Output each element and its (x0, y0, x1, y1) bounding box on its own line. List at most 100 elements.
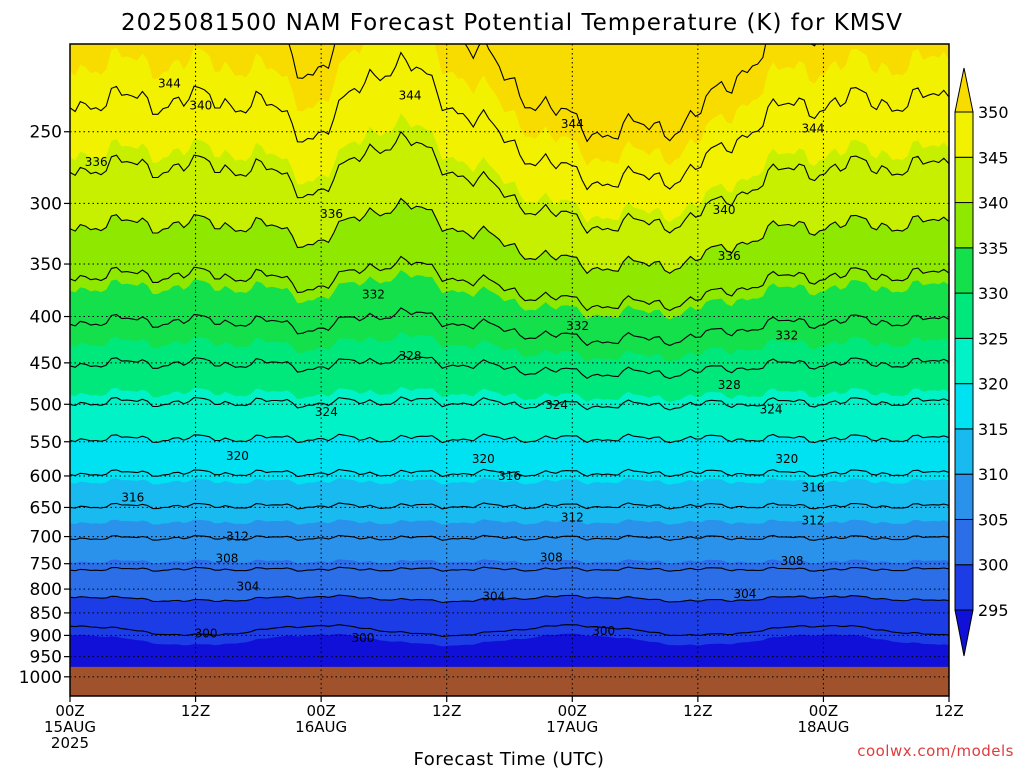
colorbar-box-345 (954, 111, 974, 158)
contour-332 (70, 307, 949, 347)
contour-label-336: 336 (85, 155, 108, 169)
x-tick-label-48-0: 00Z (558, 702, 587, 720)
y-axis: 2503003504004505005506006507007508008509… (19, 123, 70, 688)
x-tick-label-24-0: 00Z (306, 702, 335, 720)
colorbar-label-345: 345 (978, 148, 1009, 167)
colorbar-box-300 (954, 518, 974, 566)
contour-312 (70, 502, 949, 510)
theta-contour-layer (70, 44, 949, 638)
colorbar-box-325 (954, 292, 974, 339)
contour-label-308: 308 (540, 550, 563, 564)
contour-label-332: 332 (775, 329, 798, 343)
contour-label-300: 300 (592, 624, 615, 638)
x-tick-label-48-1: 17AUG (546, 718, 598, 736)
terrain-ground (70, 666, 949, 696)
colorbar-label-340: 340 (978, 194, 1009, 213)
y-tick-label-950: 950 (30, 648, 62, 668)
colorbar-label-305: 305 (978, 510, 1009, 529)
colorbar-label-315: 315 (978, 420, 1009, 439)
colorbar-box-305 (954, 473, 974, 520)
x-tick-label-24-1: 16AUG (295, 718, 347, 736)
y-tick-label-300: 300 (30, 194, 62, 214)
x-tick-label-36-0: 12Z (432, 702, 461, 720)
contour-344 (70, 130, 949, 234)
contour-label-308: 308 (216, 551, 239, 565)
x-tick-label-84-0: 12Z (934, 702, 963, 720)
contour-320 (70, 433, 949, 444)
y-tick-label-900: 900 (30, 626, 62, 646)
contour-348 (70, 51, 949, 191)
contour-label-320: 320 (226, 449, 249, 463)
y-tick-label-700: 700 (30, 528, 62, 548)
contour-336 (70, 255, 949, 312)
contour-340 (70, 197, 949, 275)
fill-band-above-350 (70, 44, 949, 166)
contour-label-320: 320 (775, 452, 798, 466)
contour-label-324: 324 (760, 403, 783, 417)
y-tick-label-450: 450 (30, 354, 62, 374)
colorbar-extend-top (954, 67, 974, 113)
x-tick-label-72-1: 18AUG (797, 718, 849, 736)
contour-label-316: 316 (121, 491, 144, 505)
contour-label-344: 344 (802, 122, 825, 136)
contour-label-304: 304 (482, 589, 505, 603)
x-tick-label-72-0: 00Z (809, 702, 838, 720)
y-tick-label-650: 650 (30, 498, 62, 518)
contour-label-328: 328 (399, 349, 422, 363)
theta-fill-layer (70, 44, 949, 696)
colorbar-box-295 (954, 564, 974, 611)
x-tick-label-0-0: 00Z (55, 702, 84, 720)
y-tick-label-550: 550 (30, 433, 62, 453)
colorbar-box-340 (954, 156, 974, 204)
contour-label-324: 324 (545, 398, 568, 412)
y-tick-label-400: 400 (30, 308, 62, 328)
contour-296 (70, 624, 949, 638)
contour-label-312: 312 (561, 511, 584, 525)
y-tick-label-350: 350 (30, 255, 62, 275)
contour-324 (70, 396, 949, 411)
contour-308 (70, 534, 949, 541)
x-tick-label-12-0: 12Z (181, 702, 210, 720)
colorbar-label-300: 300 (978, 556, 1009, 575)
y-tick-label-500: 500 (30, 395, 62, 415)
colorbar-box-335 (954, 202, 974, 249)
contour-label-316: 316 (498, 469, 521, 483)
colorbar-label-310: 310 (978, 465, 1009, 484)
colorbar-box-315 (954, 383, 974, 430)
x-tick-label-0-1: 15AUG (44, 718, 96, 736)
contour-label-340: 340 (189, 99, 212, 113)
colorbar-label-295: 295 (978, 601, 1009, 620)
contour-label-320: 320 (472, 452, 495, 466)
colorbar-label-335: 335 (978, 239, 1009, 258)
y-tick-label-800: 800 (30, 580, 62, 600)
contour-label-300: 300 (352, 631, 375, 645)
colorbar-label-330: 330 (978, 284, 1009, 303)
contour-label-312: 312 (226, 530, 249, 544)
contour-label-344: 344 (561, 117, 584, 131)
contour-label-328: 328 (718, 378, 741, 392)
contour-label-324: 324 (315, 405, 338, 419)
x-tick-label-0-2: 2025 (51, 734, 89, 752)
x-axis-label: Forecast Time (UTC) (414, 749, 605, 768)
contour-label-344: 344 (399, 89, 422, 103)
source-credit: coolwx.com/models (857, 742, 1014, 760)
contour-316 (70, 468, 949, 478)
x-tick-label-60-0: 12Z (683, 702, 712, 720)
contour-label-340: 340 (713, 203, 736, 217)
plot-frame (69, 43, 950, 697)
contour-label-304: 304 (236, 580, 259, 594)
contour-label-312: 312 (802, 514, 825, 528)
colorbar-extend-bottom (954, 609, 974, 657)
colorbar-box-330 (954, 247, 974, 294)
contour-label-layer: 344 340 336 336 344 344 344 340 336 332 332 332 328 3… (85, 76, 825, 645)
colorbar-label-320: 320 (978, 375, 1009, 394)
contour-label-316: 316 (802, 481, 825, 495)
y-tick-label-1000: 1000 (19, 668, 62, 688)
contour-352 (288, 44, 817, 143)
contour-304 (70, 566, 949, 572)
contour-label-308: 308 (781, 554, 804, 568)
terrain-layer (70, 666, 949, 696)
